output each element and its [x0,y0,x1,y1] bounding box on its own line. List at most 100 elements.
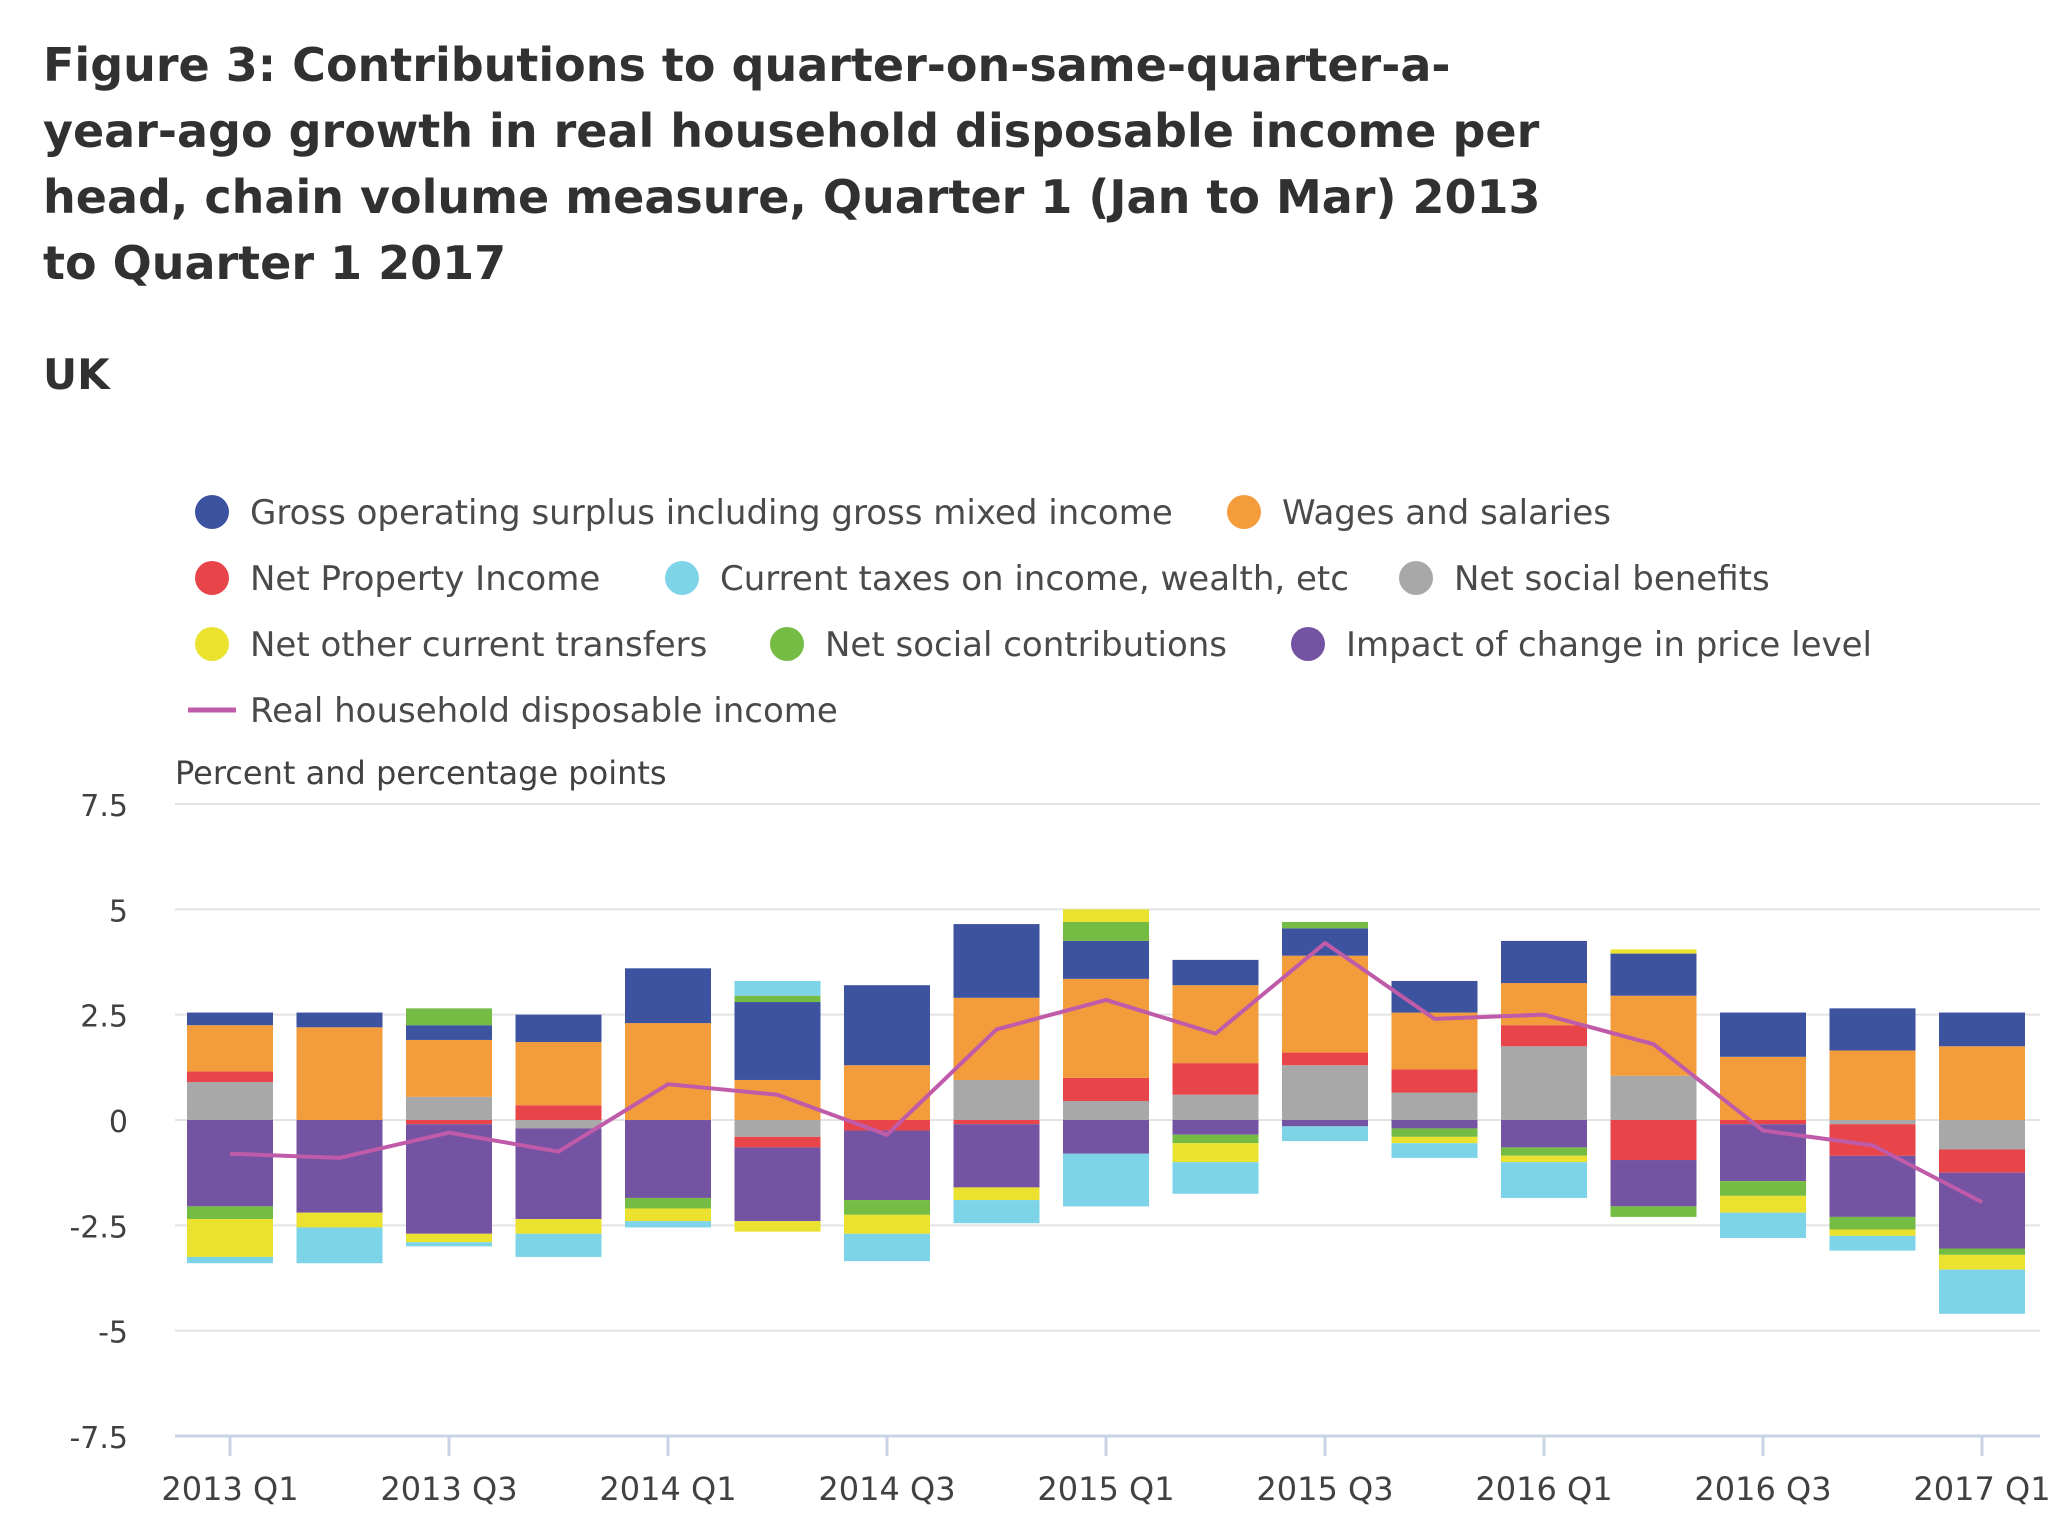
bar-segment-gross-operating-surplus-including-gross-mixed-income [515,1014,602,1043]
bar-segment-current-taxes-on-income-wealth-etc [953,1200,1040,1224]
legend-swatch [195,561,229,595]
legend-label: Current taxes on income, wealth, etc [720,559,1349,599]
bar-segment-gross-operating-surplus-including-gross-mixed-income [1501,940,1587,984]
x-tick-label: 2016 Q1 [1475,1470,1612,1508]
legend-label: Real household disposable income [250,691,838,731]
bar-segment-net-other-current-transfers [1172,1143,1259,1163]
bar-segment-wages-and-salaries [1282,955,1368,1053]
bar-segment-net-other-current-transfers [734,1221,821,1232]
bar-stack-2013-q2 [296,1012,383,1264]
bar-segment-net-social-contributions [1720,1181,1806,1196]
y-axis: 7.5 5 2.5 0 -2.5 -5 -7.5 [69,789,128,1456]
bar-segment-gross-operating-surplus-including-gross-mixed-income [1172,959,1259,986]
bar-segment-wages-and-salaries [1829,1050,1916,1120]
bar-segment-wages-and-salaries [1720,1056,1806,1120]
y-tick-label: 2.5 [80,1000,128,1035]
legend: Gross operating surplus including gross … [188,493,1872,731]
bar-segment-gross-operating-surplus-including-gross-mixed-income [953,924,1040,998]
x-tick-label: 2013 Q1 [161,1470,298,1508]
bar-segment-impact-of-change-in-price-level [296,1120,383,1213]
bar-stack-2016-q4 [1829,1008,1916,1251]
legend-swatch [195,495,229,529]
bar-segment-net-social-benefits [187,1082,273,1120]
bar-segment-net-property-income [1939,1149,2025,1173]
bar-stack-2015-q3 [1282,921,1368,1142]
bar-segment-net-social-benefits [734,1120,821,1137]
bar-segment-impact-of-change-in-price-level [515,1128,602,1220]
bar-segment-net-property-income [844,1120,930,1131]
legend-swatch [770,627,804,661]
bar-segment-impact-of-change-in-price-level [1063,1120,1149,1154]
y-tick-label: 5 [109,894,128,929]
line-real-household-disposable-income [229,941,1983,1204]
bar-segment-gross-operating-surplus-including-gross-mixed-income [1720,1012,1806,1057]
bar-segment-gross-operating-surplus-including-gross-mixed-income [844,985,930,1066]
bar-segment-net-other-current-transfers [1501,1155,1587,1163]
bar-stack-2014-q2 [734,980,821,1232]
bar-segment-impact-of-change-in-price-level [1610,1160,1697,1207]
y-tick-label: 0 [109,1105,128,1140]
bar-segment-net-social-benefits [1829,1120,1916,1125]
bar-segment-impact-of-change-in-price-level [953,1124,1040,1188]
bar-segment-current-taxes-on-income-wealth-etc [515,1233,602,1257]
bar-segment-wages-and-salaries [406,1039,492,1097]
legend-item-net-social-contributions: Net social contributions [770,625,1227,665]
bar-segment-current-taxes-on-income-wealth-etc [1829,1235,1916,1251]
bar-stack-2016-q1 [1501,940,1587,1198]
bar-segment-net-social-benefits [1063,1101,1149,1120]
bar-stack-2014-q4 [953,924,1040,1224]
bar-segment-gross-operating-surplus-including-gross-mixed-income [1829,1008,1916,1051]
bar-segment-net-social-benefits [1282,1065,1368,1120]
legend-item-net-other-current-transfers: Net other current transfers [195,625,707,665]
bar-segment-net-property-income [406,1120,492,1125]
bar-segment-net-social-benefits [1939,1120,2025,1150]
bars [187,909,2025,1314]
bar-segment-net-social-contributions [1172,1134,1259,1144]
bar-segment-net-property-income [1282,1052,1368,1066]
bar-segment-impact-of-change-in-price-level [1282,1120,1368,1127]
bar-segment-wages-and-salaries [1063,978,1149,1078]
bar-segment-impact-of-change-in-price-level [187,1120,273,1207]
y-tick-label: 7.5 [80,789,128,824]
bar-segment-net-property-income [953,1120,1040,1125]
bar-segment-gross-operating-surplus-including-gross-mixed-income [734,1002,821,1080]
bar-segment-net-property-income [187,1071,273,1083]
bar-segment-wages-and-salaries [625,1023,711,1120]
bar-stack-2013-q4 [515,1014,602,1257]
bar-segment-net-other-current-transfers [953,1187,1040,1201]
legend-item-impact-of-change-in-price-level: Impact of change in price level [1291,625,1872,665]
legend-item-current-taxes-on-income-wealth-etc: Current taxes on income, wealth, etc [665,559,1349,599]
legend-label: Net social benefits [1454,559,1770,599]
bar-segment-impact-of-change-in-price-level [734,1147,821,1222]
bar-segment-wages-and-salaries [734,1079,821,1120]
legend-swatch [1291,627,1325,661]
chart-title: Figure 3: Contributions to quarter-on-sa… [43,38,1541,290]
bar-segment-net-property-income [515,1105,602,1120]
line-series [229,941,1983,1204]
bar-segment-net-property-income [1720,1120,1806,1125]
bar-segment-net-other-current-transfers [515,1219,602,1234]
bar-stack-2015-q4 [1391,980,1478,1158]
bar-segment-gross-operating-surplus-including-gross-mixed-income [1063,940,1149,979]
legend-label: Net other current transfers [250,625,707,665]
bar-segment-gross-operating-surplus-including-gross-mixed-income [1939,1012,2025,1047]
bar-segment-net-social-benefits [1501,1046,1587,1120]
bar-segment-net-social-contributions [625,1197,711,1209]
bar-stack-2014-q1 [625,968,711,1228]
x-tick-label: 2015 Q3 [1256,1470,1393,1508]
bar-stack-2013-q1 [187,1012,273,1264]
bar-segment-current-taxes-on-income-wealth-etc [406,1242,492,1247]
bar-segment-current-taxes-on-income-wealth-etc [734,980,821,996]
bar-segment-net-social-contributions [187,1206,273,1220]
bar-segment-wages-and-salaries [953,997,1040,1080]
bar-segment-wages-and-salaries [515,1042,602,1106]
bar-segment-net-social-contributions [1501,1147,1587,1156]
bar-segment-net-social-contributions [844,1200,930,1215]
bar-segment-wages-and-salaries [1391,1012,1478,1070]
bar-segment-net-social-contributions [1939,1248,2025,1255]
bar-stack-2014-q3 [844,985,930,1262]
bar-stack-2015-q1 [1063,909,1149,1207]
x-tick-label: 2014 Q1 [599,1470,736,1508]
x-axis: 2013 Q1 2013 Q3 2014 Q1 2014 Q3 2015 Q1 2015 … [161,1436,2048,1508]
